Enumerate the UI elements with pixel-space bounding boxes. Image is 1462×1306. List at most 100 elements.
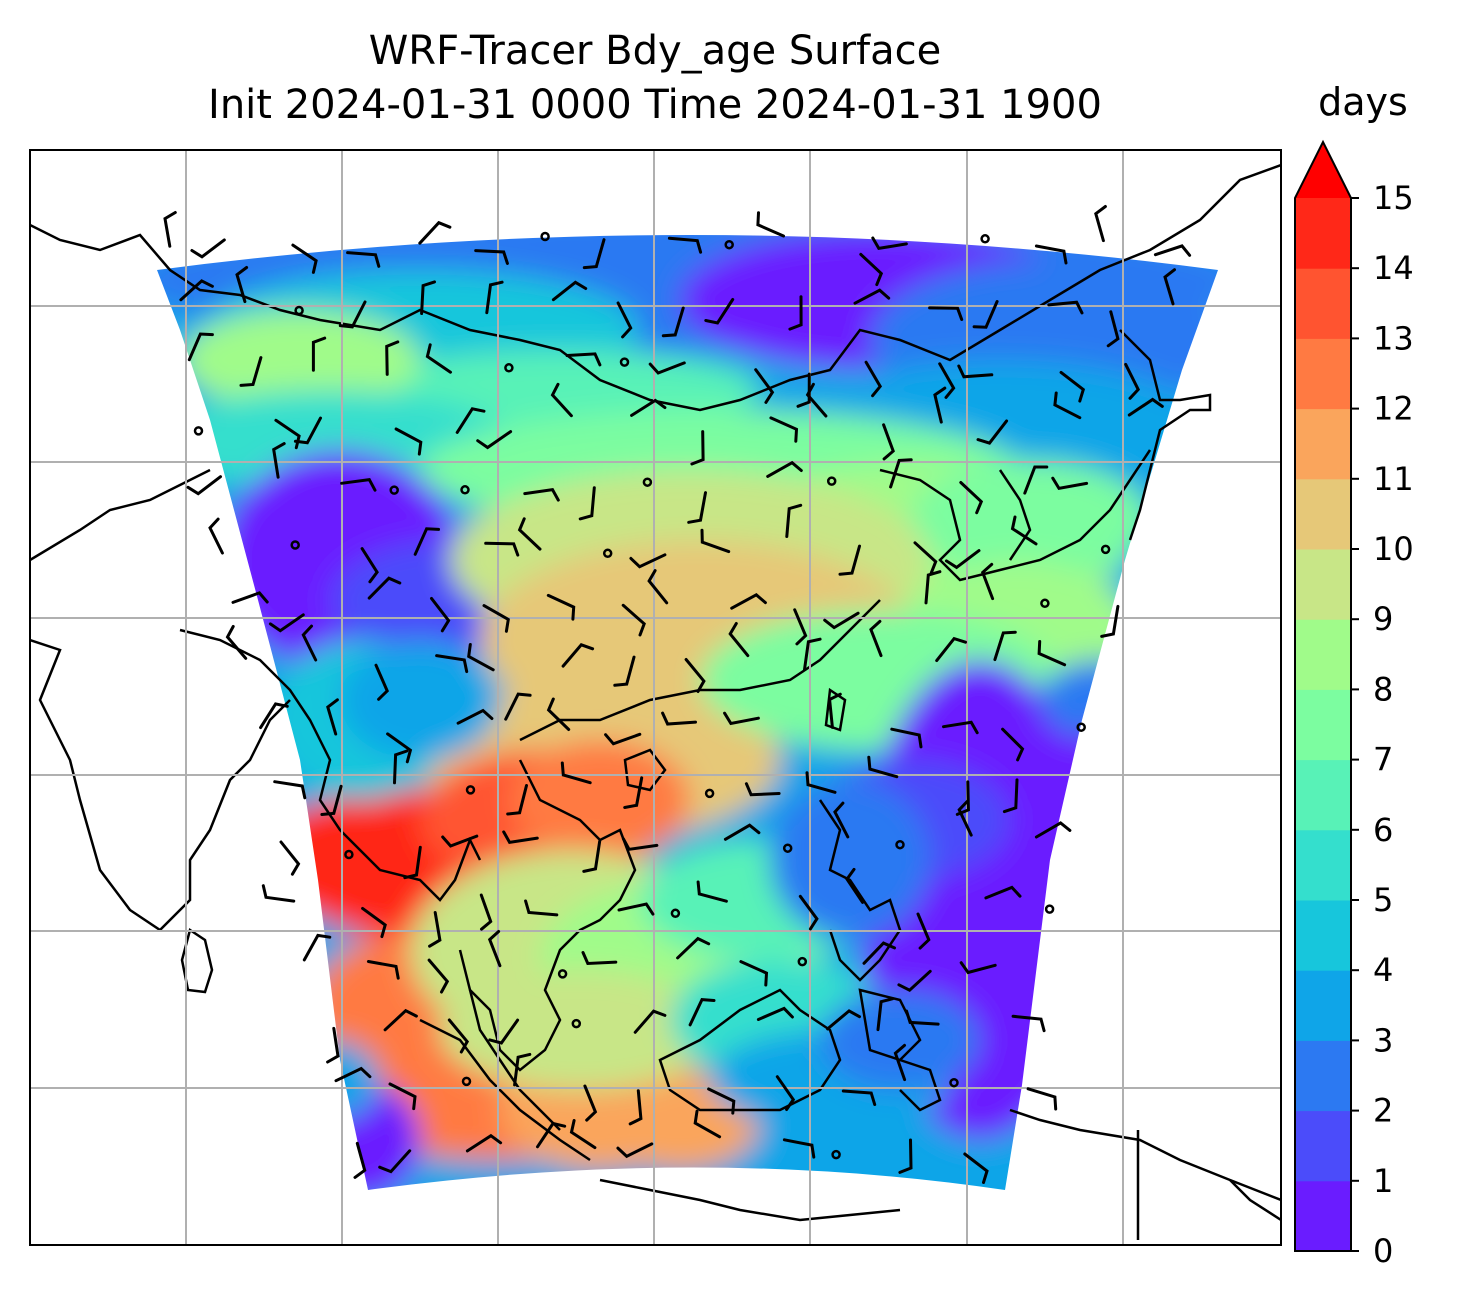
colorbar-level-11	[1295, 408, 1351, 480]
wind-barb	[916, 912, 931, 950]
wind-barb-calm	[782, 843, 793, 853]
colorbar-tick-label: 15	[1373, 179, 1414, 217]
wind-barb	[1047, 300, 1084, 315]
wind-barb	[933, 386, 947, 424]
wind-barb	[661, 306, 685, 338]
wind-barb	[628, 1089, 643, 1126]
wind-barb	[1011, 1014, 1046, 1033]
wind-barb	[506, 784, 528, 816]
wind-barb	[621, 603, 646, 637]
wind-barb	[928, 306, 964, 321]
plot-frame	[29, 149, 1282, 1246]
field-patch	[157, 390, 510, 490]
wind-barb	[805, 771, 837, 794]
wind-barb	[536, 1121, 567, 1149]
wind-barb	[550, 382, 573, 418]
wind-barb	[913, 541, 938, 575]
wind-barb	[428, 911, 442, 948]
wind-barb	[187, 332, 214, 362]
wind-barb-calm	[460, 485, 470, 495]
wind-barb	[1153, 244, 1192, 257]
colorbar-tick-label: 3	[1373, 1021, 1393, 1059]
tracer-age-field	[157, 235, 1218, 1190]
wind-barb	[235, 266, 249, 304]
wind-barb	[474, 249, 509, 265]
wind-barb	[301, 624, 318, 662]
wind-barb	[833, 801, 850, 839]
wind-barb	[959, 961, 997, 975]
colorbar-level-4	[1295, 900, 1351, 971]
wind-barb	[785, 503, 803, 538]
wind-barb	[293, 416, 322, 445]
wind-barb-calm	[949, 1077, 959, 1088]
wind-barb	[756, 211, 785, 238]
wind-barb	[1037, 640, 1067, 667]
wind-barb-calm	[704, 788, 715, 799]
wind-barb-calm	[619, 357, 630, 367]
wind-barb-calm	[389, 485, 399, 495]
wind-barb	[924, 570, 942, 605]
wind-barb	[648, 361, 686, 375]
colorbar-tick-label: 2	[1373, 1092, 1393, 1130]
wind-barb	[388, 1082, 417, 1111]
colorbar-tick-label: 14	[1373, 249, 1414, 287]
wind-barb-calm	[602, 548, 613, 559]
wind-barb	[845, 867, 865, 904]
wind-barb-calm	[724, 239, 734, 250]
wind-barb	[517, 517, 542, 551]
wind-barb-calm	[895, 839, 905, 850]
wind-barb	[841, 1089, 877, 1106]
wind-barb	[963, 1152, 989, 1184]
wind-barb	[972, 300, 999, 329]
colorbar-tick-label: 9	[1373, 600, 1393, 638]
wind-barb	[1106, 310, 1120, 348]
wind-barb	[633, 1009, 667, 1034]
wind-barb-calm	[193, 426, 204, 436]
wind-barb	[938, 362, 956, 399]
wind-barb	[1026, 1087, 1058, 1111]
wind-barb	[621, 837, 659, 851]
wind-barb	[186, 475, 222, 496]
wind-barb	[984, 885, 1022, 900]
wind-barb	[993, 630, 1017, 662]
wind-barb	[383, 1008, 418, 1032]
wind-barb	[935, 636, 967, 663]
wind-barb-calm	[504, 363, 514, 373]
coastline-segment	[658, 988, 842, 1112]
wind-barb-calm	[1100, 544, 1111, 555]
wind-barb	[403, 845, 422, 880]
wind-barb-calm	[461, 1076, 472, 1087]
wind-barb	[190, 238, 226, 259]
wind-barb	[859, 252, 884, 287]
wind-barb	[1002, 778, 1019, 814]
wind-barb	[546, 697, 571, 731]
wind-barb	[775, 1075, 796, 1111]
colorbar-tick-label: 11	[1373, 460, 1414, 498]
wind-barb	[268, 613, 305, 633]
coastline-segment	[180, 927, 214, 994]
wind-barb	[484, 541, 520, 557]
wind-barb-calm	[1044, 904, 1055, 914]
wind-barb	[291, 243, 318, 274]
wind-barb	[487, 930, 502, 968]
wind-barb	[1124, 362, 1141, 400]
colorbar-tick-label: 7	[1373, 741, 1393, 779]
wind-barb	[1010, 515, 1038, 546]
wind-barb	[1023, 465, 1049, 495]
wind-barb	[488, 1018, 520, 1045]
wind-barb	[707, 1087, 736, 1115]
wind-barb	[581, 951, 618, 966]
wind-barb-calm	[344, 849, 354, 860]
wind-barb	[616, 301, 633, 339]
wind-barb	[1059, 370, 1086, 403]
chart-title: WRF-Tracer Bdy_age Surface	[368, 28, 942, 74]
colorbar-level-10	[1295, 478, 1351, 550]
wind-barb	[687, 491, 707, 524]
wind-barb	[704, 298, 735, 325]
coastline-segment	[998, 469, 1032, 561]
wind-barb	[796, 372, 811, 408]
wind-barb	[688, 998, 716, 1027]
wind-barb	[259, 702, 289, 730]
wind-barb	[869, 619, 883, 658]
wind-barb	[823, 611, 860, 630]
